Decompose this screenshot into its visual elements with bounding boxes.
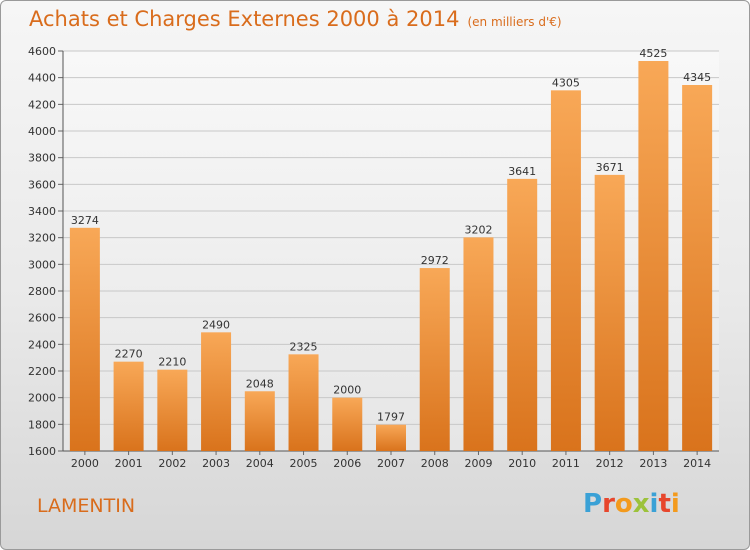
y-tick-label: 1800: [28, 418, 56, 431]
x-tick-label: 2003: [202, 457, 230, 470]
y-tick-label: 3000: [28, 258, 56, 271]
bar-value-label: 2972: [421, 254, 449, 267]
bar[interactable]: [244, 391, 275, 451]
bar-value-label: 1797: [377, 411, 405, 424]
x-tick-label: 2014: [683, 457, 711, 470]
y-tick-label: 2200: [28, 365, 56, 378]
proxiti-logo[interactable]: Proxiti: [583, 489, 680, 519]
bar-value-label: 2270: [115, 348, 143, 361]
bar-value-label: 4525: [639, 47, 667, 60]
bar[interactable]: [113, 361, 144, 451]
bar-value-label: 2000: [333, 384, 361, 397]
bar[interactable]: [69, 227, 100, 451]
chart-title-text: Achats et Charges Externes 2000 à 2014: [29, 7, 460, 31]
logo-letter: o: [614, 489, 633, 519]
chart-unit-text: (en milliers d'€): [467, 15, 562, 29]
bar[interactable]: [288, 354, 319, 451]
x-tick-label: 2007: [377, 457, 405, 470]
bar[interactable]: [638, 61, 669, 451]
y-tick-label: 4000: [28, 125, 56, 138]
bar-value-label: 3274: [71, 214, 99, 227]
bar[interactable]: [682, 85, 713, 451]
y-tick-label: 3400: [28, 205, 56, 218]
bar-value-label: 2490: [202, 318, 230, 331]
bar-value-label: 2048: [246, 377, 274, 390]
logo-letter: x: [632, 489, 650, 519]
chart-title: Achats et Charges Externes 2000 à 2014 (e…: [29, 7, 562, 31]
logo-letter: r: [602, 489, 615, 519]
bar-value-label: 4345: [683, 71, 711, 84]
bar[interactable]: [201, 332, 232, 451]
logo-letter: P: [583, 489, 603, 519]
y-tick-label: 3600: [28, 178, 56, 191]
bar-value-label: 2325: [290, 340, 318, 353]
bar-value-label: 4305: [552, 76, 580, 89]
y-tick-label: 2400: [28, 338, 56, 351]
y-tick-label: 2000: [28, 392, 56, 405]
plot-area: 1600 1800 2000 2200 2400 2600 2800 3000 3200 3400…: [28, 45, 719, 470]
logo-letter: t: [658, 489, 671, 519]
bar-value-label: 2210: [158, 356, 186, 369]
x-tick-label: 2013: [639, 457, 667, 470]
x-tick-label: 2009: [464, 457, 492, 470]
y-tick-label: 4200: [28, 98, 56, 111]
logo-letter: i: [649, 489, 659, 519]
x-tick-label: 2010: [508, 457, 536, 470]
x-tick-label: 2012: [596, 457, 624, 470]
bar-value-label: 3202: [464, 223, 492, 236]
bar[interactable]: [419, 268, 450, 451]
y-tick-label: 1600: [28, 445, 56, 458]
y-tick-label: 4600: [28, 45, 56, 58]
bar[interactable]: [376, 424, 406, 451]
bar[interactable]: [157, 369, 188, 451]
bar[interactable]: [507, 178, 538, 451]
y-tick-label: 3800: [28, 152, 56, 165]
x-tick-label: 2006: [333, 457, 361, 470]
bar[interactable]: [332, 397, 363, 451]
bar[interactable]: [550, 90, 581, 451]
bar[interactable]: [594, 174, 625, 451]
logo-letter: i: [670, 489, 680, 519]
bar-value-label: 3671: [596, 161, 624, 174]
x-tick-label: 2004: [246, 457, 274, 470]
x-tick-label: 2005: [290, 457, 318, 470]
x-tick-label: 2008: [421, 457, 449, 470]
y-tick-label: 2800: [28, 285, 56, 298]
y-tick-label: 2600: [28, 312, 56, 325]
x-tick-label: 2002: [158, 457, 186, 470]
bar[interactable]: [463, 237, 494, 451]
x-tick-label: 2000: [71, 457, 99, 470]
commune-name: LAMENTIN: [37, 495, 136, 517]
y-tick-label: 3200: [28, 232, 56, 245]
x-tick-label: 2001: [115, 457, 143, 470]
bar-value-label: 3641: [508, 165, 536, 178]
x-tick-label: 2011: [552, 457, 580, 470]
y-tick-label: 4400: [28, 72, 56, 85]
